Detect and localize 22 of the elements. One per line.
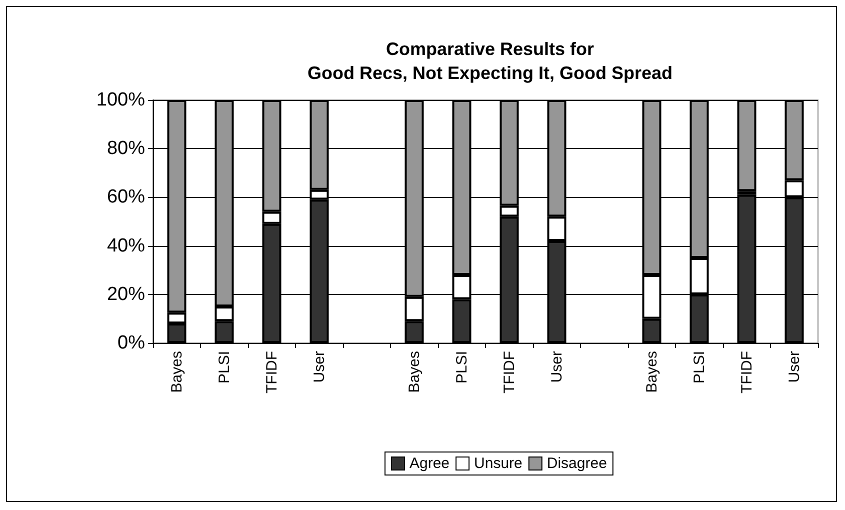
x-tick-label: TFIDF bbox=[500, 351, 518, 394]
chart-title: Comparative Results for Good Recs, Not Expecting It, Good Spread bbox=[307, 39, 673, 83]
x-tick-label: User bbox=[310, 350, 328, 383]
legend-label: Agree bbox=[410, 455, 450, 472]
y-tick-label: 40% bbox=[106, 235, 146, 256]
x-tick-label: TFIDF bbox=[263, 351, 280, 394]
x-tick-label: PLSI bbox=[216, 351, 233, 384]
y-tick-label: 80% bbox=[106, 138, 146, 160]
y-tick-label: 0% bbox=[118, 332, 146, 354]
x-tick-label: User bbox=[548, 350, 566, 383]
x-tick-label: Bayes bbox=[643, 351, 660, 393]
x-tick-label: Bayes bbox=[406, 351, 423, 393]
legend-label: Unsure bbox=[474, 455, 522, 472]
x-tick-label: User bbox=[786, 350, 803, 383]
y-tick-label: 60% bbox=[106, 186, 146, 208]
x-tick-label: Bayes bbox=[168, 351, 186, 393]
x-tick-label: PLSI bbox=[453, 351, 470, 384]
legend-label: Disagree bbox=[546, 455, 607, 472]
x-tick-label: TFIDF bbox=[738, 351, 756, 394]
x-tick-label: PLSI bbox=[690, 351, 708, 384]
y-tick-label: 20% bbox=[106, 284, 146, 305]
y-tick-label: 100% bbox=[96, 90, 146, 110]
